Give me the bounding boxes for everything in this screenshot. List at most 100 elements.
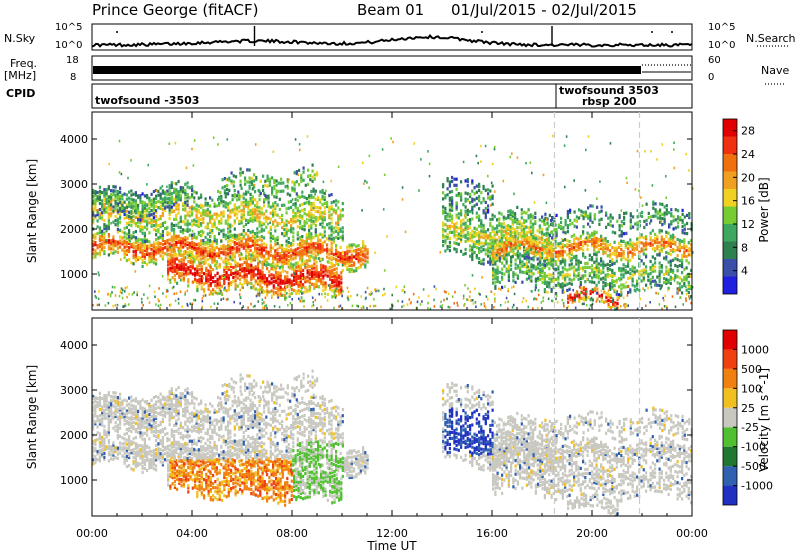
power-cell xyxy=(274,253,277,257)
power-cell xyxy=(514,253,517,257)
power-cell xyxy=(177,179,180,184)
power-cell xyxy=(256,207,259,211)
power-cell xyxy=(284,277,287,281)
power-cell xyxy=(209,230,212,234)
power-cell xyxy=(242,204,245,208)
power-cell xyxy=(193,235,196,239)
power-cell xyxy=(256,253,259,257)
power-cell xyxy=(284,279,287,283)
power-cell xyxy=(613,248,616,252)
power-cell xyxy=(478,242,481,246)
power-cell xyxy=(222,252,225,256)
power-cell xyxy=(283,258,286,262)
power-cell xyxy=(168,242,171,246)
power-cell xyxy=(543,232,546,236)
power-cell xyxy=(607,304,610,309)
power-cell xyxy=(496,265,499,269)
power-cell xyxy=(442,197,445,201)
power-cell xyxy=(681,208,684,212)
power-cell xyxy=(116,250,119,254)
power-cell xyxy=(263,254,266,258)
power-cell xyxy=(176,257,179,261)
power-cell xyxy=(541,252,544,256)
power-cell xyxy=(330,247,333,251)
power-cell xyxy=(568,277,571,281)
power-cell xyxy=(150,257,153,261)
power-cell xyxy=(314,256,317,260)
power-cell xyxy=(331,295,334,299)
power-cell xyxy=(164,190,167,194)
power-cell xyxy=(203,290,206,294)
power-cell xyxy=(505,246,508,250)
power-cell xyxy=(265,245,268,249)
power-cell xyxy=(640,233,643,237)
power-cell xyxy=(636,269,639,273)
power-cell xyxy=(161,234,164,238)
power-cell xyxy=(478,214,481,218)
power-cell xyxy=(227,273,230,278)
power-cell xyxy=(492,242,495,246)
power-cell xyxy=(568,252,571,256)
power-cell xyxy=(587,214,590,218)
power-cell xyxy=(523,210,526,214)
power-cell xyxy=(333,276,336,280)
power-cell xyxy=(541,219,544,223)
power-cell xyxy=(629,250,632,254)
power-cell xyxy=(310,208,313,212)
power-cell xyxy=(614,231,617,235)
power-cell xyxy=(629,218,632,222)
power-cell xyxy=(248,253,251,257)
power-cell xyxy=(686,213,689,217)
power-cell xyxy=(123,216,126,220)
power-cell xyxy=(150,209,153,213)
power-cell xyxy=(453,225,456,229)
power-cell xyxy=(337,228,340,232)
power-cell xyxy=(166,230,169,235)
power-cell xyxy=(116,192,119,196)
power-cell xyxy=(232,180,235,184)
power-cell xyxy=(112,251,115,255)
power-cell xyxy=(107,185,110,189)
power-cell xyxy=(307,174,310,178)
power-cell xyxy=(317,256,320,261)
power-cell xyxy=(595,275,598,279)
power-cell xyxy=(191,246,194,250)
power-cell xyxy=(640,269,643,273)
power-cell xyxy=(550,279,553,283)
power-cell xyxy=(207,283,210,287)
power-cell xyxy=(261,298,264,301)
power-cell xyxy=(123,245,126,249)
power-cell xyxy=(346,267,349,271)
power-cell xyxy=(270,263,273,267)
power-cell xyxy=(487,246,490,250)
power-cell xyxy=(211,260,214,264)
power-cell xyxy=(239,167,242,171)
power-cell xyxy=(175,200,178,204)
power-cell xyxy=(218,228,221,232)
power-cell xyxy=(315,280,318,284)
power-cell xyxy=(659,216,662,220)
power-cell xyxy=(207,263,210,267)
power-cell xyxy=(442,229,445,233)
power-cell xyxy=(245,200,248,204)
power-cell xyxy=(341,236,344,240)
power-cell xyxy=(509,211,512,215)
power-cell xyxy=(520,222,523,226)
power-cell xyxy=(220,201,223,205)
power-cell xyxy=(307,182,310,186)
power-cell xyxy=(555,230,558,234)
power-cell xyxy=(299,275,302,279)
power-cell xyxy=(570,234,573,238)
power-cell xyxy=(658,271,661,275)
power-cell xyxy=(171,261,174,266)
power-cell xyxy=(193,222,196,226)
power-cell xyxy=(265,197,268,201)
power-cell xyxy=(612,304,615,308)
power-cell xyxy=(200,251,203,255)
power-cell xyxy=(633,284,636,288)
power-cell xyxy=(487,254,490,258)
power-cell xyxy=(152,253,155,257)
power-cell xyxy=(265,217,268,221)
power-cell xyxy=(566,268,569,272)
power-cell xyxy=(484,238,487,242)
